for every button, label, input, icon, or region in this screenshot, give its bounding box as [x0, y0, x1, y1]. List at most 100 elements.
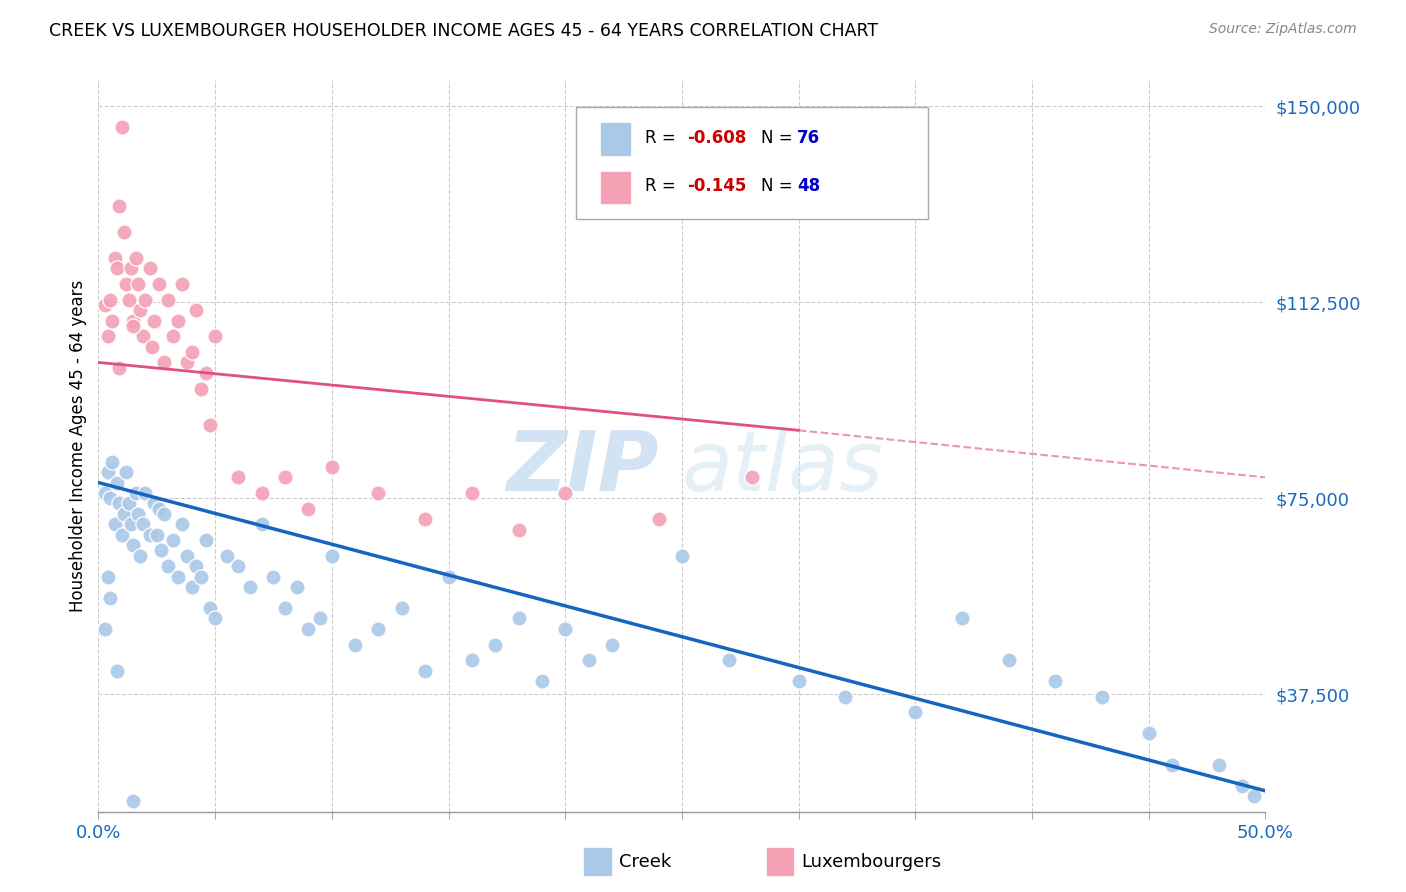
- Point: [132, 329, 155, 343]
- Point: [204, 329, 226, 343]
- Point: [194, 533, 217, 547]
- Point: [120, 261, 142, 276]
- Point: [148, 277, 170, 291]
- Point: [554, 622, 576, 636]
- Point: [1243, 789, 1265, 803]
- Point: [125, 486, 148, 500]
- Point: [176, 549, 198, 563]
- Point: [97, 569, 120, 583]
- Text: atlas: atlas: [682, 427, 883, 508]
- Point: [297, 622, 319, 636]
- Point: [162, 329, 184, 343]
- Point: [508, 523, 530, 537]
- Text: N =: N =: [761, 177, 797, 194]
- Point: [600, 638, 623, 652]
- Point: [250, 517, 273, 532]
- Point: [239, 580, 262, 594]
- Point: [274, 601, 297, 615]
- Point: [127, 277, 149, 291]
- Point: [228, 559, 250, 574]
- Text: ZIP: ZIP: [506, 427, 658, 508]
- Point: [152, 507, 174, 521]
- Point: [157, 559, 180, 574]
- Point: [413, 664, 436, 678]
- Point: [111, 120, 134, 135]
- Point: [228, 470, 250, 484]
- Text: Source: ZipAtlas.com: Source: ZipAtlas.com: [1209, 22, 1357, 37]
- Point: [139, 261, 162, 276]
- Point: [134, 486, 156, 500]
- Point: [190, 569, 212, 583]
- Point: [172, 517, 194, 532]
- Text: R =: R =: [645, 128, 682, 146]
- Point: [146, 528, 169, 542]
- Point: [122, 318, 145, 333]
- Point: [125, 251, 148, 265]
- Point: [250, 486, 273, 500]
- Point: [186, 303, 208, 318]
- Point: [1230, 779, 1253, 793]
- Point: [176, 355, 198, 369]
- Point: [105, 664, 128, 678]
- Point: [129, 549, 152, 563]
- Point: [104, 251, 127, 265]
- Point: [1137, 726, 1160, 740]
- Point: [148, 501, 170, 516]
- Text: -0.608: -0.608: [688, 128, 747, 146]
- Point: [180, 580, 202, 594]
- Point: [647, 512, 669, 526]
- Text: 76: 76: [797, 128, 820, 146]
- Point: [200, 418, 222, 433]
- Point: [461, 486, 484, 500]
- Point: [115, 465, 138, 479]
- Text: CREEK VS LUXEMBOURGER HOUSEHOLDER INCOME AGES 45 - 64 YEARS CORRELATION CHART: CREEK VS LUXEMBOURGER HOUSEHOLDER INCOME…: [49, 22, 879, 40]
- Point: [1161, 757, 1184, 772]
- Point: [94, 486, 117, 500]
- Point: [127, 507, 149, 521]
- Point: [101, 313, 124, 327]
- Point: [132, 517, 155, 532]
- Point: [391, 601, 413, 615]
- Point: [1045, 674, 1067, 689]
- Point: [285, 580, 308, 594]
- Point: [530, 674, 553, 689]
- Point: [166, 569, 188, 583]
- Point: [122, 313, 145, 327]
- Point: [186, 559, 208, 574]
- Point: [413, 512, 436, 526]
- Point: [105, 475, 128, 490]
- Point: [508, 611, 530, 625]
- Point: [105, 261, 128, 276]
- Point: [321, 549, 343, 563]
- Point: [274, 470, 297, 484]
- Point: [139, 528, 162, 542]
- Point: [94, 298, 117, 312]
- Point: [143, 496, 166, 510]
- Point: [172, 277, 194, 291]
- Text: Creek: Creek: [619, 853, 671, 871]
- Point: [554, 486, 576, 500]
- Point: [112, 507, 135, 521]
- Point: [108, 199, 131, 213]
- Point: [180, 345, 202, 359]
- Point: [344, 638, 367, 652]
- Point: [200, 601, 222, 615]
- Point: [1091, 690, 1114, 704]
- Point: [461, 653, 484, 667]
- Point: [141, 340, 163, 354]
- Text: -0.145: -0.145: [688, 177, 747, 194]
- Point: [262, 569, 284, 583]
- Point: [112, 225, 135, 239]
- Point: [166, 313, 188, 327]
- Point: [834, 690, 856, 704]
- Text: Luxembourgers: Luxembourgers: [801, 853, 942, 871]
- Point: [190, 382, 212, 396]
- Point: [162, 533, 184, 547]
- Point: [104, 517, 127, 532]
- Point: [194, 366, 217, 380]
- Point: [115, 277, 138, 291]
- Point: [997, 653, 1019, 667]
- Text: N =: N =: [761, 128, 797, 146]
- Point: [367, 486, 389, 500]
- Point: [97, 329, 120, 343]
